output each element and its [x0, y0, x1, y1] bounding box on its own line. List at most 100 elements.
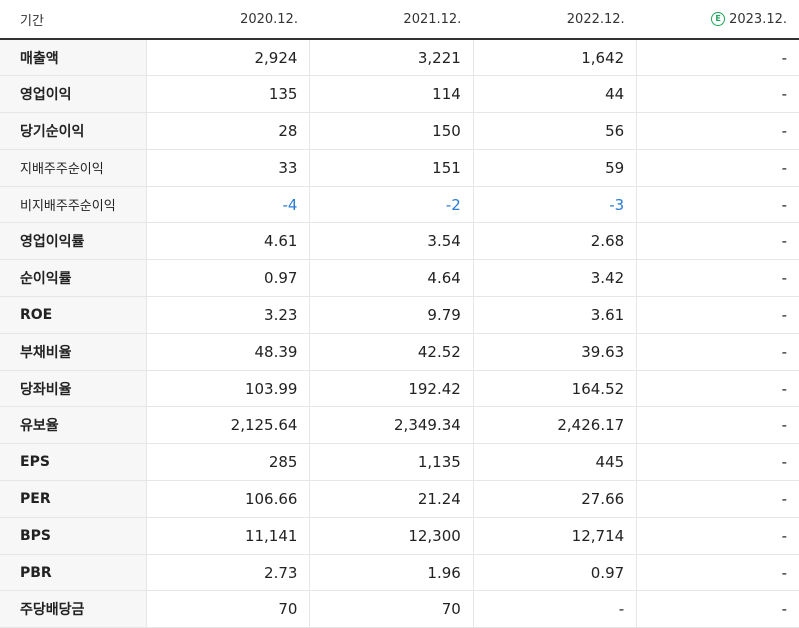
table-row: 영업이익 135 114 44 - [0, 75, 799, 114]
table-cell: 3.54 [309, 222, 474, 261]
table-cell: 192.42 [309, 370, 474, 408]
table-row: BPS 11,141 12,300 12,714 - [0, 517, 799, 555]
table-cell: 106.66 [146, 480, 310, 518]
table-cell: 2,125.64 [146, 406, 310, 445]
table-cell: - [636, 480, 799, 518]
row-label: PBR [0, 554, 147, 592]
table-cell: 12,300 [309, 517, 474, 555]
table-cell: - [636, 149, 799, 187]
table-cell: - [636, 259, 799, 298]
table-cell: 21.24 [309, 480, 474, 518]
table-row: PBR 2.73 1.96 0.97 - [0, 554, 799, 592]
table-cell: 164.52 [472, 370, 637, 408]
table-row: 영업이익률 4.61 3.54 2.68 - [0, 222, 799, 261]
row-label: 부채비율 [0, 332, 147, 371]
table-cell: - [636, 112, 799, 150]
table-cell: 70 [309, 590, 474, 628]
year-header: 2021.12. [309, 0, 474, 40]
table-row: 당좌비율 103.99 192.42 164.52 - [0, 370, 799, 408]
table-cell: 48.39 [146, 332, 310, 371]
row-label: 순이익률 [0, 259, 147, 298]
table-cell: 2,924 [146, 39, 310, 77]
table-cell: -4 [146, 186, 310, 224]
row-label: 유보율 [0, 406, 147, 445]
table-row: 비지배주주순이익 -4 -2 -3 - [0, 186, 799, 224]
table-cell: 1,642 [472, 39, 637, 77]
table-cell: 3.61 [472, 296, 637, 334]
table-row: 지배주주순이익 33 151 59 - [0, 149, 799, 187]
table-cell: - [636, 222, 799, 261]
table-cell: 27.66 [472, 480, 637, 518]
table-cell: 28 [146, 112, 310, 150]
table-cell: - [636, 186, 799, 224]
table-row: 매출액 2,924 3,221 1,642 - [0, 39, 799, 77]
table-cell: 150 [309, 112, 474, 150]
table-row: 순이익률 0.97 4.64 3.42 - [0, 259, 799, 298]
table-row: EPS 285 1,135 445 - [0, 443, 799, 482]
table-row: 유보율 2,125.64 2,349.34 2,426.17 - [0, 406, 799, 445]
row-label: 비지배주주순이익 [0, 186, 147, 224]
table-row: ROE 3.23 9.79 3.61 - [0, 296, 799, 334]
table-cell: - [636, 332, 799, 371]
row-label: EPS [0, 443, 147, 482]
table-cell: 445 [472, 443, 637, 482]
table-row: PER 106.66 21.24 27.66 - [0, 480, 799, 518]
row-label: 영업이익률 [0, 222, 147, 261]
table-cell: - [636, 39, 799, 77]
table-header-row: 기간 2020.12. 2021.12. 2022.12. E 2023.12. [0, 0, 799, 40]
table-cell: - [636, 406, 799, 445]
table-cell: 12,714 [472, 517, 637, 555]
row-label: 지배주주순이익 [0, 149, 147, 187]
table-cell: 0.97 [472, 554, 637, 592]
table-cell: - [636, 443, 799, 482]
table-cell: -3 [472, 186, 637, 224]
table-cell: 3.23 [146, 296, 310, 334]
table-cell: 56 [472, 112, 637, 150]
table-cell: 4.61 [146, 222, 310, 261]
table-cell: - [636, 75, 799, 114]
table-cell: 44 [472, 75, 637, 114]
estimate-year-header: E 2023.12. [636, 0, 799, 40]
table-row: 부채비율 48.39 42.52 39.63 - [0, 332, 799, 371]
period-header: 기간 [0, 0, 147, 40]
table-cell: 42.52 [309, 332, 474, 371]
row-label: 당좌비율 [0, 370, 147, 408]
table-cell: 33 [146, 149, 310, 187]
estimate-icon: E [711, 12, 726, 26]
row-label: 영업이익 [0, 75, 147, 114]
table-cell: 9.79 [309, 296, 474, 334]
table-cell: 2,349.34 [309, 406, 474, 445]
table-cell: - [636, 517, 799, 555]
table-cell: 0.97 [146, 259, 310, 298]
table-cell: 70 [146, 590, 310, 628]
table-cell: - [636, 554, 799, 592]
table-cell: 3,221 [309, 39, 474, 77]
table-cell: 4.64 [309, 259, 474, 298]
table-cell: 39.63 [472, 332, 637, 371]
table-row: 당기순이익 28 150 56 - [0, 112, 799, 150]
row-label: 매출액 [0, 39, 147, 77]
row-label: 당기순이익 [0, 112, 147, 150]
row-label: PER [0, 480, 147, 518]
year-header: 2020.12. [146, 0, 310, 40]
table-cell: 114 [309, 75, 474, 114]
table-cell: 59 [472, 149, 637, 187]
year-header: 2022.12. [473, 0, 637, 40]
table-cell: - [636, 590, 799, 628]
row-label: ROE [0, 296, 147, 334]
table-row: 주당배당금 70 70 - - [0, 590, 799, 628]
table-cell: 2.68 [472, 222, 637, 261]
table-cell: 1.96 [309, 554, 474, 592]
table-cell: 103.99 [146, 370, 310, 408]
table-cell: 2,426.17 [472, 406, 637, 445]
table-cell: 2.73 [146, 554, 310, 592]
table-cell: 3.42 [472, 259, 637, 298]
table-cell: 11,141 [146, 517, 310, 555]
table-cell: 285 [146, 443, 310, 482]
table-cell: 1,135 [309, 443, 474, 482]
row-label: 주당배당금 [0, 590, 147, 628]
table-cell: - [636, 296, 799, 334]
table-cell: 151 [309, 149, 474, 187]
row-label: BPS [0, 517, 147, 555]
